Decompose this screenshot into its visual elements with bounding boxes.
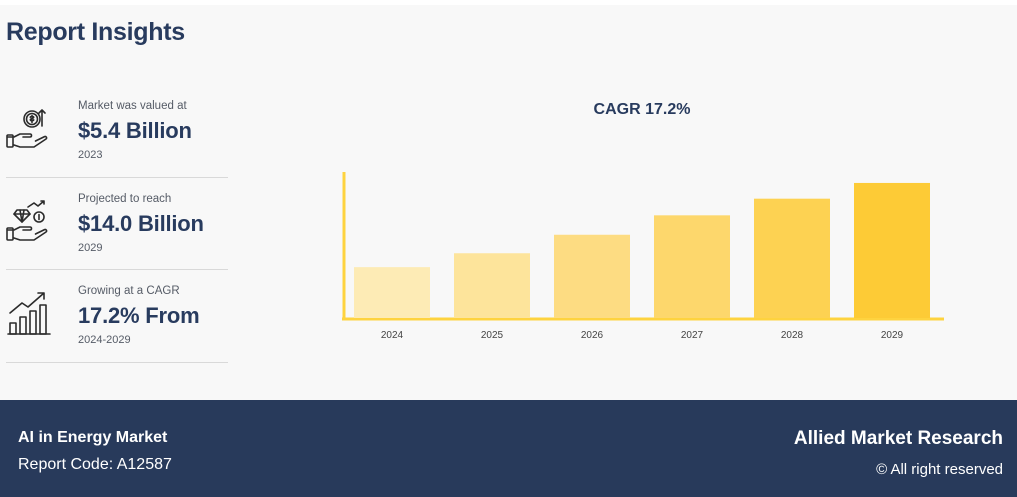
divider: [6, 177, 228, 178]
footer: AI in Energy Market Report Code: A12587 …: [0, 400, 1017, 497]
bar-2028: [754, 198, 830, 318]
stat-value: $14.0 Billion: [78, 211, 204, 236]
growth-chart-icon: [7, 292, 51, 335]
x-tick-label: 2024: [381, 330, 404, 341]
chart-title: CAGR 17.2%: [594, 101, 691, 118]
top-strip: [0, 0, 1017, 5]
stat-market-value: Market was valued at $5.4 Billion 2023: [0, 90, 228, 176]
divider: [6, 362, 228, 363]
diamond-growth-hand-icon: [6, 200, 48, 241]
bar-2024: [354, 267, 430, 318]
market-name: AI in Energy Market: [18, 429, 168, 446]
stat-projected-value: Projected to reach $14.0 Billion 2029: [0, 183, 228, 269]
stat-label: Growing at a CAGR: [78, 285, 180, 297]
money-hand-icon: [6, 109, 48, 148]
bar-2026: [554, 234, 630, 318]
rights-text: © All right reserved: [876, 461, 1003, 478]
stat-value: 17.2% From: [78, 303, 200, 328]
x-tick-label: 2025: [481, 330, 504, 341]
stat-year: 2024-2029: [78, 334, 131, 346]
bar-2029: [854, 182, 930, 318]
report-code: Report Code: A12587: [18, 456, 172, 473]
x-tick-label: 2028: [781, 330, 804, 341]
stat-label: Projected to reach: [78, 193, 172, 205]
bar-2025: [454, 253, 530, 318]
stat-label: Market was valued at: [78, 100, 187, 112]
stat-value: $5.4 Billion: [78, 118, 192, 143]
page-title: Report Insights: [6, 18, 185, 46]
stat-year: 2023: [78, 149, 103, 161]
x-tick-label: 2027: [681, 330, 704, 341]
bar-2027: [654, 215, 730, 318]
stat-year: 2029: [78, 242, 103, 254]
stat-cagr: Growing at a CAGR 17.2% From 2024-2029: [0, 275, 228, 361]
x-tick-label: 2026: [581, 330, 604, 341]
brand-name: Allied Market Research: [793, 428, 1003, 449]
divider: [6, 269, 228, 270]
bar-chart: CAGR 17.2% 2024 2025 2026 2027 2028 2029: [342, 101, 944, 341]
x-tick-label: 2029: [881, 330, 904, 341]
